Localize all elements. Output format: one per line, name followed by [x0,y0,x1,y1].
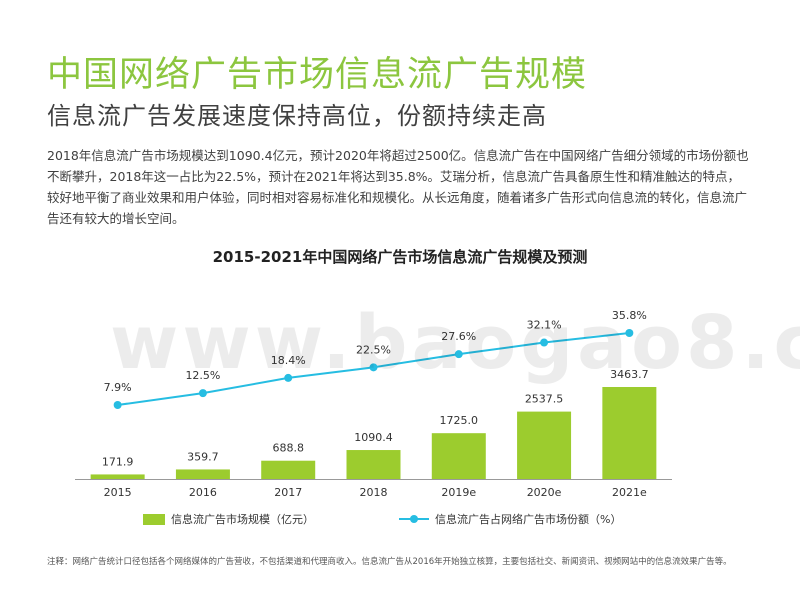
bar-data-label: 2537.5 [525,393,564,406]
x-tick-label: 2021e [612,486,647,499]
legend-swatch-bar [143,513,165,525]
share-data-label: 12.5% [185,369,220,382]
bar [261,460,316,479]
bar [431,433,486,479]
x-tick-label: 2015 [104,486,132,499]
legend-swatch-line [399,515,429,523]
x-tick-label: 2017 [274,486,302,499]
bar [175,469,230,479]
bar-data-label: 1725.0 [440,414,479,427]
share-point [540,338,549,347]
share-point [284,373,293,382]
watermark: www.baogao8.com [110,300,800,386]
share-point [113,401,122,409]
x-tick-label: 2018 [360,486,388,499]
share-data-label: 35.8% [612,309,647,322]
share-data-label: 22.5% [356,343,391,356]
x-tick-label: 2020e [527,486,562,499]
share-point [198,389,207,398]
share-point [369,363,378,372]
bar-data-label: 359.7 [187,450,219,463]
share-point [454,350,463,359]
legend-label-bar: 信息流广告市场规模（亿元） [171,513,314,526]
bar-data-label: 1090.4 [354,431,393,444]
legend-label-line: 信息流广告占网络广告市场份额（%） [435,513,622,526]
bar-data-label: 688.8 [272,442,304,455]
share-data-label: 32.1% [527,319,562,332]
bar [517,411,572,479]
bar-data-label: 3463.7 [610,368,649,381]
bar [346,450,401,479]
legend-item-line: 信息流广告占网络广告市场份额（%） [399,511,621,527]
page-title: 中国网络广告市场信息流广告规模 [47,55,588,95]
x-tick-label: 2016 [189,486,217,499]
body-paragraph: 2018年信息流广告市场规模达到1090.4亿元，预计2020年将超过2500亿… [47,148,749,226]
x-tick-label: 2019e [441,486,476,499]
share-point [625,329,634,337]
footnote: 注释：网络广告统计口径包括各个网络媒体的广告营收，不包括渠道和代理商收入。信息流… [47,557,732,567]
page-subtitle: 信息流广告发展速度保持高位，份额持续走高 [47,102,547,130]
bar [90,474,145,479]
bar [602,387,657,479]
share-data-label: 27.6% [441,330,476,343]
bar-data-label: 171.9 [102,455,134,468]
chart-title: 2015-2021年中国网络广告市场信息流广告规模及预测 [212,248,588,266]
share-data-label: 18.4% [271,354,306,367]
legend-item-bar: 信息流广告市场规模（亿元） [143,511,314,527]
share-data-label: 7.9% [104,381,132,394]
